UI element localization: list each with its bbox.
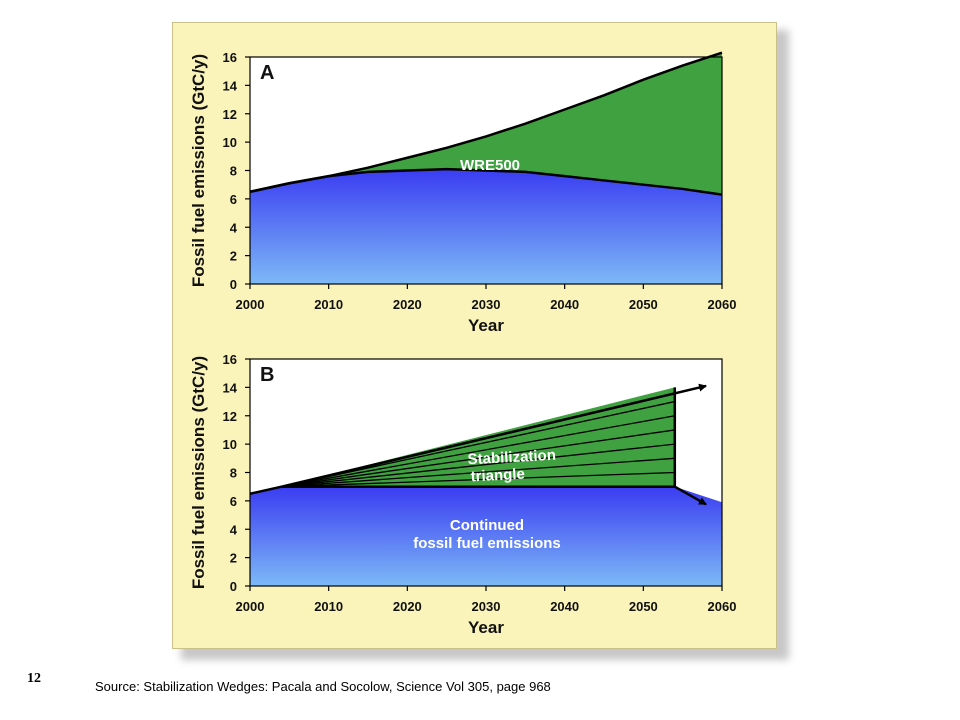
wedge-line-5 (281, 415, 675, 488)
slide-number: 12 (27, 671, 41, 686)
green-wedge-area (250, 52, 722, 195)
y-tick-label: 4 (230, 220, 238, 235)
annotation-triangle: triangle (470, 466, 525, 486)
panel-b-chart: Growth = 1.5%/yrStabilizationtriangleCon… (189, 352, 736, 637)
panel-label-a: A (260, 62, 274, 84)
wedge-line-6 (281, 400, 675, 488)
y-tick-label: 0 (230, 277, 237, 292)
y-tick-label: 0 (230, 579, 237, 594)
x-tick-label: 2040 (550, 599, 579, 614)
stabilization-triangle (281, 387, 675, 487)
x-tick-label: 2020 (393, 599, 422, 614)
y-tick-label: 14 (223, 78, 238, 93)
wedge-line-2 (281, 457, 675, 488)
y-tick-label: 12 (223, 107, 237, 122)
x-tick-label: 2010 (314, 599, 343, 614)
series-line-wre500 (249, 167, 723, 196)
y-tick-label: 8 (230, 164, 237, 179)
x-tick-label: 2050 (629, 297, 658, 312)
growth-line-start (249, 485, 282, 496)
y-tick-label: 2 (230, 551, 237, 566)
wedge-line-4 (281, 429, 675, 488)
x-tick-label: 2030 (472, 297, 501, 312)
x-axis-title: Year (468, 618, 504, 637)
x-tick-label: 2050 (629, 599, 658, 614)
x-axis-title: Year (468, 316, 504, 335)
y-tick-label: 6 (230, 494, 237, 509)
wedge-line-1 (281, 471, 675, 488)
y-axis-title: Fossil fuel emissions (GtC/y) (189, 356, 208, 589)
y-tick-label: 2 (230, 249, 237, 264)
fossil-emissions-area (250, 169, 722, 284)
y-tick-label: 4 (230, 522, 238, 537)
y-tick-label: 16 (223, 352, 237, 367)
y-tick-label: 12 (223, 409, 237, 424)
y-tick-label: 16 (223, 50, 237, 65)
annotation-wre500: WRE500 (460, 157, 520, 174)
x-tick-label: 2030 (472, 599, 501, 614)
flat-path-arrow (674, 485, 707, 506)
y-tick-label: 14 (223, 380, 238, 395)
annotation-stabilization: Stabilization (467, 447, 556, 469)
source-caption: Source: Stabilization Wedges: Pacala and… (95, 679, 551, 694)
x-tick-label: 2010 (314, 297, 343, 312)
growth-line-arrow (281, 383, 707, 488)
x-tick-label: 2060 (708, 297, 737, 312)
x-tick-label: 2020 (393, 297, 422, 312)
y-tick-label: 8 (230, 466, 237, 481)
x-tick-label: 2040 (550, 297, 579, 312)
panel-label-b: B (260, 364, 274, 386)
y-tick-label: 10 (223, 135, 237, 150)
fossil-emissions-area (250, 486, 722, 586)
annotation-continued: Continued (450, 517, 524, 534)
y-axis-title: Fossil fuel emissions (GtC/y) (189, 54, 208, 287)
x-tick-label: 2060 (708, 599, 737, 614)
wedge-line-3 (281, 443, 675, 488)
annotation-fossil-fuel-emissions: fossil fuel emissions (413, 535, 561, 552)
x-tick-label: 2000 (236, 297, 265, 312)
y-tick-label: 10 (223, 437, 237, 452)
y-tick-label: 6 (230, 192, 237, 207)
x-tick-label: 2000 (236, 599, 265, 614)
